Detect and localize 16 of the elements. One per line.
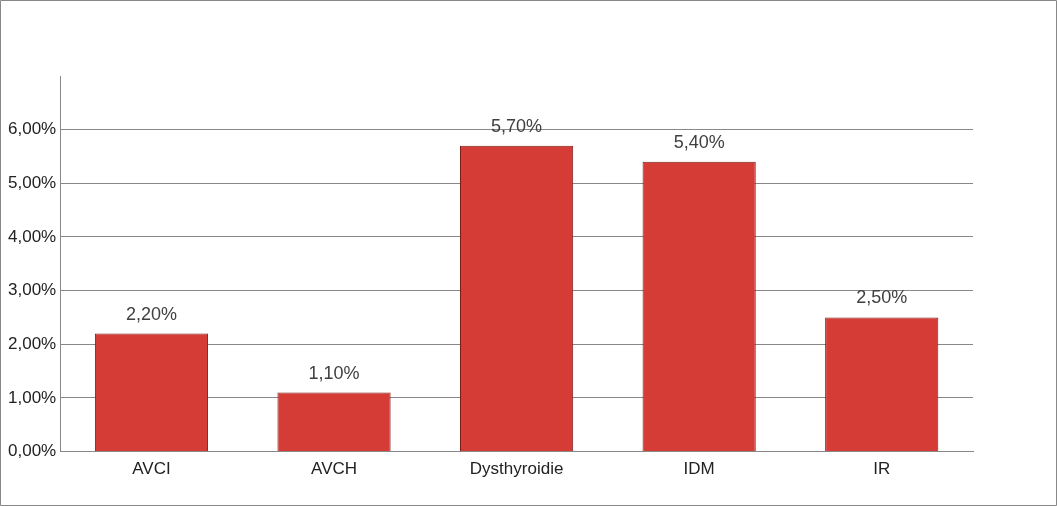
data-label: 1,10%: [308, 362, 360, 383]
data-label: 5,40%: [673, 131, 725, 152]
x-tick-label: IDM: [683, 459, 715, 479]
x-tick-label: IR: [873, 459, 891, 479]
y-tick-label: 0,00%: [8, 441, 57, 461]
data-label: 2,50%: [856, 287, 908, 308]
y-tick-label: 3,00%: [8, 280, 57, 300]
y-tick-label: 1,00%: [8, 387, 57, 407]
y-tick-label: 5,00%: [8, 173, 57, 192]
y-tick-label: 4,00%: [8, 226, 57, 246]
x-tick-label: AVCH: [311, 459, 358, 479]
y-tick-label: 6,00%: [8, 119, 57, 139]
y-tick-label: 2,00%: [8, 333, 57, 353]
data-label: 2,20%: [125, 303, 178, 324]
x-tick-label: Dysthyroidie: [469, 459, 564, 479]
x-tick-label: AVCI: [132, 459, 171, 479]
